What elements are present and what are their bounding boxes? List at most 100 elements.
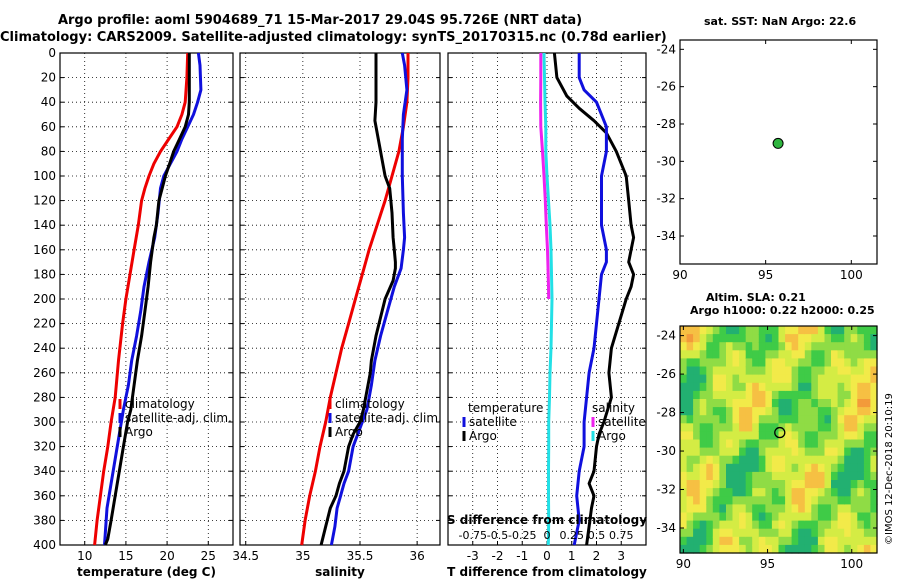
sla-cell — [732, 431, 740, 441]
sla-cell — [804, 471, 812, 481]
sla-cell — [686, 455, 694, 465]
legend-right-label: Argo — [598, 429, 626, 443]
sla-cell — [719, 512, 727, 522]
sla-cell — [831, 431, 839, 441]
sla-cell — [798, 415, 806, 424]
sla-cell — [857, 544, 865, 554]
sla-cell — [699, 350, 707, 359]
sla-cell — [771, 520, 780, 530]
sla-cell — [791, 463, 799, 473]
sla-cell — [758, 536, 766, 546]
sla-cell — [837, 366, 845, 376]
sla-cell — [850, 423, 858, 432]
sla-cell — [765, 480, 773, 489]
sla-cell — [804, 399, 812, 408]
sla-cell — [863, 423, 872, 432]
sla-cell — [798, 350, 806, 359]
sla-cell — [726, 463, 734, 473]
sla-cell — [726, 342, 734, 351]
sla-cell — [771, 512, 780, 522]
sla-cell — [798, 520, 806, 530]
sla-cell — [857, 431, 865, 441]
sla-cell — [686, 350, 694, 359]
sla-cell — [817, 439, 826, 449]
sla-cell — [765, 423, 773, 432]
sla-cell — [863, 544, 872, 554]
sla-cell — [850, 431, 858, 441]
sla-cell — [778, 447, 786, 457]
sla-cell — [732, 374, 740, 384]
sla-cell — [870, 536, 878, 546]
sla-cell — [824, 423, 832, 432]
sla-cell — [870, 358, 878, 368]
sla-cell — [719, 447, 727, 457]
sla-cell — [680, 358, 688, 368]
sla-cell — [752, 390, 760, 400]
sla-cell — [726, 512, 734, 522]
sla-cell — [686, 528, 694, 538]
sla-cell — [680, 342, 688, 351]
sla-lat-label: -28 — [656, 406, 676, 420]
sla-cell — [745, 431, 753, 441]
sla-cell — [804, 447, 812, 457]
sla-cell — [739, 471, 747, 481]
sla-cell — [752, 471, 760, 481]
sla-cell — [817, 334, 826, 343]
sla-cell — [765, 407, 773, 416]
sla-cell — [680, 399, 688, 408]
sla-cell — [811, 504, 819, 514]
sla-cell — [791, 504, 799, 514]
sla-cell — [686, 342, 694, 351]
sla-cell — [726, 496, 734, 505]
sla-cell — [850, 471, 858, 481]
sla-cell — [726, 415, 734, 424]
sla-cell — [831, 463, 839, 473]
sst-lat-label: -30 — [656, 154, 676, 168]
sla-cell — [752, 504, 760, 514]
sla-cell — [804, 439, 812, 449]
sst-lon-label: 100 — [840, 268, 863, 282]
sla-cell — [693, 407, 701, 416]
sla-cell — [831, 423, 839, 432]
sla-cell — [712, 374, 720, 384]
sla-cell — [798, 504, 806, 514]
sla-cell — [712, 504, 720, 514]
sla-cell — [680, 504, 688, 514]
sla-cell — [680, 407, 688, 416]
sla-cell — [778, 382, 786, 392]
sla-cell — [870, 520, 878, 530]
sla-cell — [726, 504, 734, 514]
sla-cell — [745, 455, 753, 465]
legend-right-label: salinity — [592, 401, 635, 415]
sla-cell — [745, 536, 753, 546]
sla-cell — [817, 528, 826, 538]
sla-cell — [837, 358, 845, 368]
sla-cell — [732, 423, 740, 432]
sla-cell — [798, 358, 806, 368]
sla-cell — [785, 463, 793, 473]
sla-cell — [850, 455, 858, 465]
sla-cell — [870, 350, 878, 359]
sla-cell — [850, 407, 858, 416]
sla-cell — [706, 496, 714, 505]
series-s-argo-clim — [542, 52, 554, 546]
sla-cell — [824, 512, 832, 522]
sla-cell — [824, 544, 832, 554]
x-tick-label-temperature: 20 — [159, 549, 174, 563]
sla-cell — [844, 447, 852, 457]
sla-cell — [844, 415, 852, 424]
sla-cell — [850, 358, 858, 368]
sla-cell — [817, 471, 826, 481]
x-tick-label-salinity: 35.5 — [347, 549, 374, 563]
sla-cell — [732, 463, 740, 473]
sla-cell — [699, 423, 707, 432]
sla-cell — [706, 326, 714, 335]
sla-cell — [719, 528, 727, 538]
sla-cell — [752, 488, 760, 497]
sla-cell — [739, 358, 747, 368]
sla-cell — [706, 463, 714, 473]
sla-cell — [739, 374, 747, 384]
x-tick-label-salinity: 34.5 — [232, 549, 259, 563]
sla-cell — [837, 512, 845, 522]
sla-cell — [778, 334, 786, 343]
